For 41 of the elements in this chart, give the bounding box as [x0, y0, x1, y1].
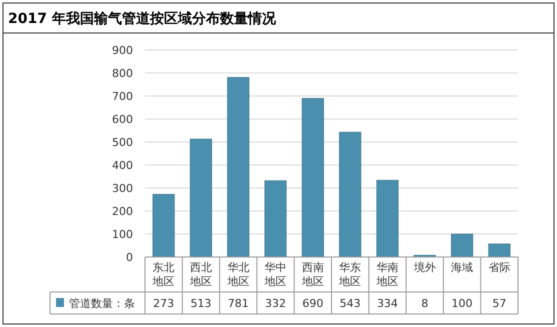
bar [450, 234, 474, 258]
x-tick-label: 华中地区 [264, 261, 288, 289]
data-label: 100 [452, 297, 473, 310]
x-tick-label: 华南地区 [375, 261, 400, 289]
data-label: 781 [228, 297, 249, 310]
y-tick-label: 500 [112, 136, 133, 149]
x-tick-label: 海域 [450, 261, 474, 275]
bar [339, 132, 362, 258]
y-tick-label: 700 [112, 90, 133, 103]
bar [488, 244, 510, 258]
data-label: 57 [492, 297, 506, 310]
data-label: 332 [265, 297, 286, 310]
x-tick-label: 华北地区 [226, 261, 250, 289]
x-tick-label: 境外 [412, 261, 437, 275]
bar [302, 98, 324, 258]
y-tick-label: 100 [112, 228, 133, 241]
data-label: 543 [340, 297, 361, 310]
x-tick-label: 西南地区 [300, 261, 325, 289]
bar [264, 180, 287, 258]
y-tick-label: 300 [112, 182, 133, 195]
x-tick-label: 东北地区 [152, 261, 176, 289]
data-label: 334 [376, 297, 398, 310]
chart-title: 2017 年我国输气管道按区域分布数量情况 [8, 11, 277, 27]
bar [376, 180, 399, 258]
data-label: 273 [153, 297, 174, 310]
bar [152, 194, 175, 258]
data-label: 513 [190, 297, 212, 310]
bar [190, 138, 212, 258]
y-tick-label: 400 [112, 159, 133, 172]
y-tick-label: 800 [112, 67, 133, 80]
bar [227, 77, 250, 258]
y-tick-label: 0 [126, 251, 133, 264]
y-tick-label: 900 [112, 44, 133, 57]
x-tick-label: 省际 [487, 261, 512, 275]
y-tick-label: 200 [112, 205, 133, 218]
y-tick-label: 600 [112, 113, 133, 126]
data-label: 8 [421, 297, 428, 310]
legend-label: 管道数量：条 [69, 297, 135, 310]
x-tick-label: 华东地区 [338, 261, 362, 289]
x-tick-label: 西北地区 [188, 261, 213, 289]
data-label: 690 [302, 297, 324, 310]
